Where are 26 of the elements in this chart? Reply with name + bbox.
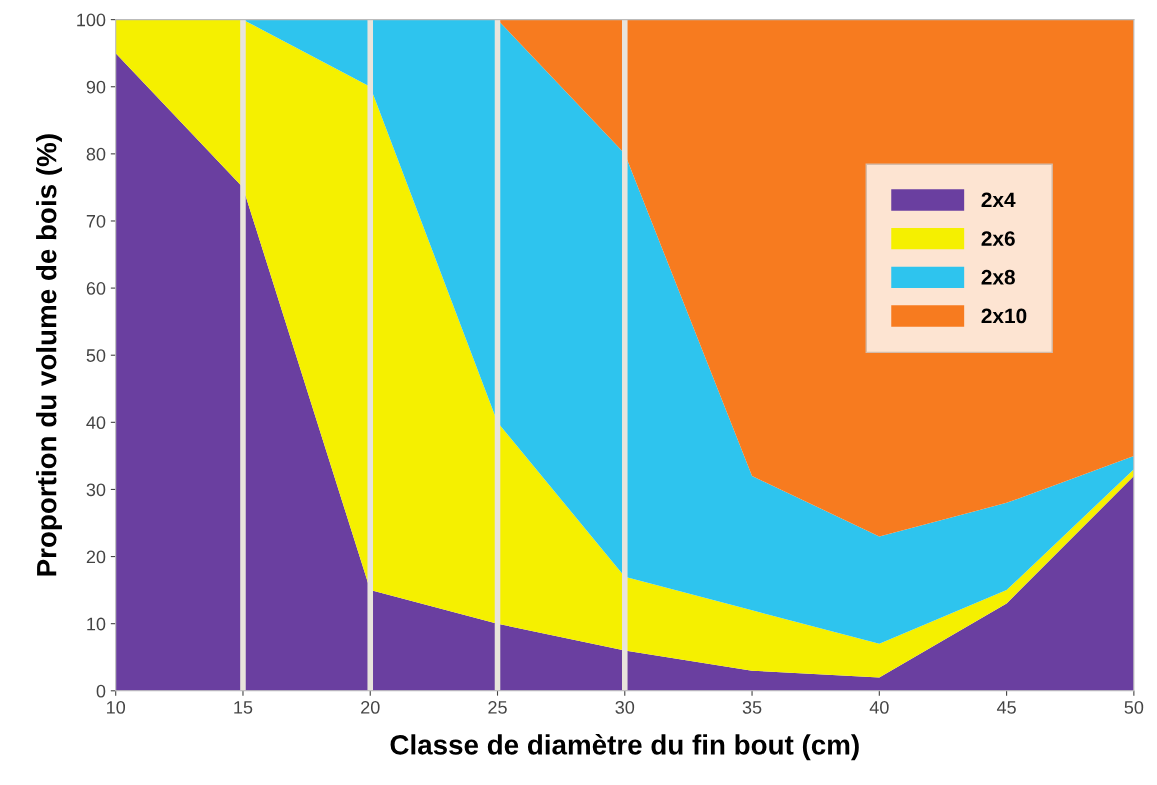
- y-tick-label: 40: [86, 416, 106, 430]
- x-tick-label: 35: [742, 701, 762, 714]
- y-tick-label: 70: [86, 214, 106, 228]
- x-tick-label: 50: [1124, 701, 1144, 714]
- y-tick-label: 100: [77, 13, 106, 27]
- x-tick-label: 20: [361, 701, 380, 714]
- x-tick-label: 25: [488, 701, 507, 714]
- y-tick-label: 90: [86, 80, 106, 94]
- y-tick-label: 0: [96, 684, 106, 698]
- y-tick-label: 10: [87, 617, 106, 631]
- y-tick-label: 50: [86, 349, 106, 362]
- x-tick-label: 15: [234, 701, 253, 714]
- legend-label: 2x4: [981, 192, 1016, 207]
- x-tick-label: 45: [996, 701, 1016, 714]
- y-tick-label: 20: [86, 550, 106, 564]
- legend-label: 2x10: [981, 308, 1027, 324]
- x-tick-label: 30: [615, 701, 635, 714]
- y-axis-title: Proportion du volume de bois (%): [36, 134, 62, 576]
- legend-label: 2x8: [981, 269, 1015, 285]
- legend-label: 2x6: [981, 231, 1015, 246]
- x-tick-label: 10: [107, 701, 126, 714]
- y-tick-label: 80: [86, 147, 106, 161]
- y-tick-label: 60: [86, 282, 106, 295]
- y-tick-label: 30: [86, 483, 106, 497]
- x-axis-title: Classe de diamètre du fin bout (cm): [390, 734, 859, 761]
- x-tick-label: 40: [869, 701, 889, 714]
